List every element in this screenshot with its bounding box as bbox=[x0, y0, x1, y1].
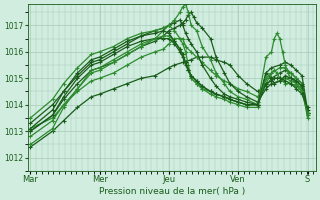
X-axis label: Pression niveau de la mer( hPa ): Pression niveau de la mer( hPa ) bbox=[99, 187, 245, 196]
